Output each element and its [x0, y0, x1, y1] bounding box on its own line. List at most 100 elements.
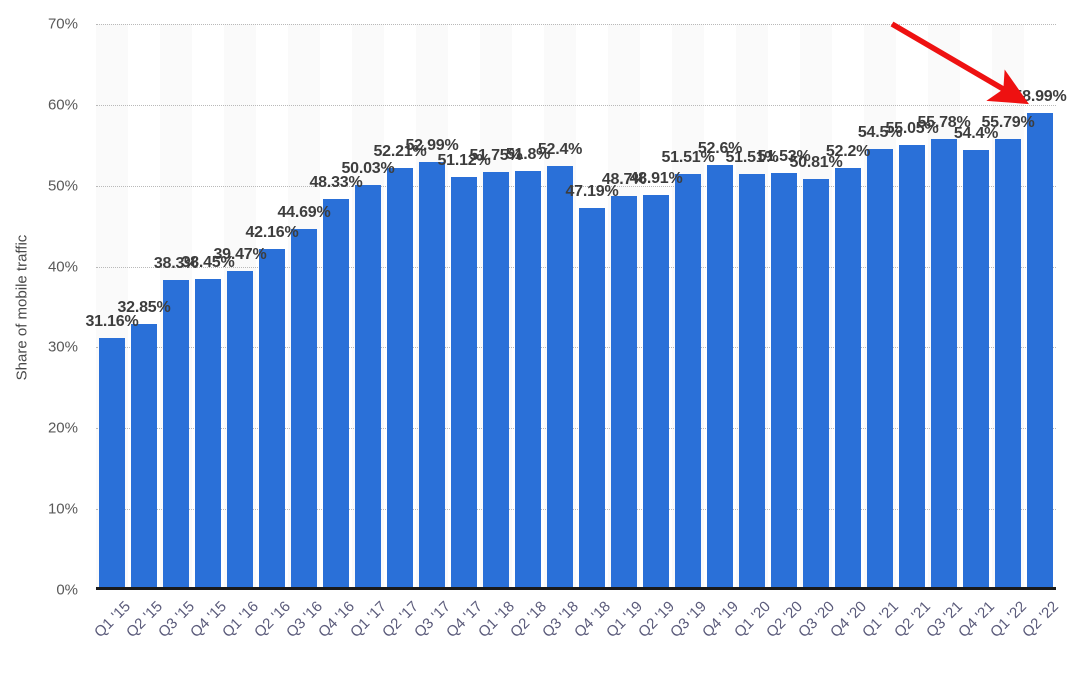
- x-axis-tick-labels: Q1 '15 Q2 '15 Q3 '15 Q4 '15 Q1 '16 Q2 '16 Q3 '…: [91, 594, 1062, 675]
- bar[interactable]: [419, 161, 445, 590]
- gridline: [96, 509, 1056, 511]
- bar[interactable]: [931, 138, 957, 590]
- bar[interactable]: [707, 164, 733, 590]
- bar[interactable]: [195, 279, 221, 590]
- y-tick-40: 40%: [47, 258, 78, 276]
- bar-value-label: 38.3%: [153, 255, 199, 273]
- bar[interactable]: [579, 208, 605, 590]
- bar[interactable]: [131, 324, 157, 590]
- bar[interactable]: [227, 270, 253, 590]
- bar[interactable]: [867, 149, 893, 590]
- bar[interactable]: [387, 167, 413, 590]
- x-tick-label: Q1 '19: [603, 598, 647, 641]
- bar[interactable]: [643, 194, 669, 590]
- y-tick-10: 10%: [47, 500, 78, 518]
- bar-value-label: 42.16%: [245, 224, 299, 242]
- bar-value-label: 51.51%: [661, 148, 715, 166]
- gridline: [96, 347, 1056, 349]
- bar[interactable]: [259, 249, 285, 590]
- bar[interactable]: [963, 150, 989, 590]
- bar-value-label: 50.81%: [789, 154, 843, 172]
- bar-value-label: 51.12%: [437, 151, 491, 169]
- y-axis-tick-labels: 0% 10% 20% 30% 40% 50% 60% 70%: [0, 16, 88, 599]
- bar-value-label: 52.4%: [537, 141, 583, 159]
- x-tick-label: Q4 '16: [315, 598, 359, 641]
- bar[interactable]: [899, 144, 925, 590]
- x-tick-label: Q2 '17: [379, 598, 423, 641]
- bar-value-label: 52.2%: [825, 142, 871, 160]
- bar[interactable]: [515, 171, 541, 590]
- bar-value-label: 52.6%: [697, 139, 743, 157]
- x-tick-label: Q1 '15: [91, 598, 135, 641]
- bar-value-label: 54.4%: [953, 125, 999, 143]
- bar[interactable]: [547, 166, 573, 590]
- bar-value-label: 55.05%: [885, 119, 939, 137]
- y-tick-0: 0%: [56, 581, 78, 599]
- x-axis-baseline: [96, 587, 1056, 590]
- bar[interactable]: [451, 176, 477, 590]
- plot-area: 31.16% 32.85% 38.3% 38.45% 39.47% 42.16% 44.69…: [85, 24, 1067, 590]
- bar[interactable]: [675, 173, 701, 590]
- x-tick-label: Q2 '20: [763, 598, 807, 641]
- bar-value-label: 48.91%: [629, 169, 683, 187]
- gridline: [96, 24, 1056, 25]
- x-tick-label: Q4 '15: [187, 598, 231, 641]
- x-tick-label: Q1 '16: [219, 598, 263, 641]
- bar[interactable]: [163, 280, 189, 590]
- bar-value-label: 47.19%: [565, 183, 619, 201]
- x-tick-label: Q1 '21: [859, 598, 903, 641]
- gridline: [96, 266, 1056, 268]
- bar[interactable]: [739, 173, 765, 590]
- bar-value-label: 32.85%: [117, 299, 171, 317]
- y-tick-60: 60%: [47, 96, 78, 114]
- x-tick-label: Q2 '19: [635, 598, 679, 641]
- x-tick-label: Q3 '17: [411, 598, 455, 641]
- x-tick-label: Q2 '15: [123, 598, 167, 641]
- x-tick-label: Q4 '21: [955, 598, 999, 641]
- x-tick-label: Q4 '20: [827, 598, 871, 641]
- bar[interactable]: [355, 185, 381, 590]
- bar-value-label: 55.78%: [917, 113, 971, 131]
- x-tick-label: Q2 '22: [1019, 598, 1063, 641]
- bar-value-label: 31.16%: [85, 313, 139, 331]
- bar-value-label: 52.21%: [373, 142, 427, 160]
- x-tick-label: Q4 '19: [699, 598, 743, 641]
- x-tick-label: Q2 '16: [251, 598, 295, 641]
- bar[interactable]: [99, 338, 125, 590]
- bar-value-label: 51.51%: [725, 148, 779, 166]
- y-tick-30: 30%: [47, 338, 78, 356]
- bar-value-label: 48.33%: [309, 174, 363, 192]
- x-tick-label: Q3 '19: [667, 598, 711, 641]
- bar-value-label: 58.99%: [1013, 88, 1067, 106]
- x-tick-label: Q1 '20: [731, 598, 775, 641]
- bar-value-label: 38.45%: [181, 254, 235, 272]
- x-tick-label: Q3 '18: [539, 598, 583, 641]
- gridline: [96, 185, 1056, 187]
- x-tick-label: Q4 '17: [443, 598, 487, 641]
- y-tick-70: 70%: [47, 15, 78, 33]
- x-tick-label: Q3 '15: [155, 598, 199, 641]
- bar-value-label: 51.8%: [505, 146, 551, 164]
- bar[interactable]: [291, 228, 317, 590]
- bar[interactable]: [835, 167, 861, 590]
- x-tick-label: Q2 '21: [891, 598, 935, 641]
- bar[interactable]: [483, 171, 509, 590]
- bar[interactable]: [803, 179, 829, 590]
- gridline: [96, 428, 1056, 430]
- plot-background: [96, 24, 1056, 590]
- bar[interactable]: [771, 173, 797, 590]
- bar-value-label: 44.69%: [277, 203, 331, 221]
- bar[interactable]: [323, 199, 349, 590]
- y-tick-50: 50%: [47, 177, 78, 195]
- bar[interactable]: [611, 196, 637, 590]
- bar-value-label: 50.03%: [341, 160, 395, 178]
- bar[interactable]: [995, 138, 1021, 590]
- bar-value-label: 51.53%: [757, 148, 811, 166]
- x-tick-label: Q3 '21: [923, 598, 967, 641]
- x-tick-label: Q3 '16: [283, 598, 327, 641]
- bar[interactable]: [1027, 113, 1053, 590]
- y-tick-20: 20%: [47, 419, 78, 437]
- bar-value-label: 39.47%: [213, 245, 267, 263]
- x-tick-label: Q1 '18: [475, 598, 519, 641]
- bar-value-label: 52.99%: [405, 136, 459, 154]
